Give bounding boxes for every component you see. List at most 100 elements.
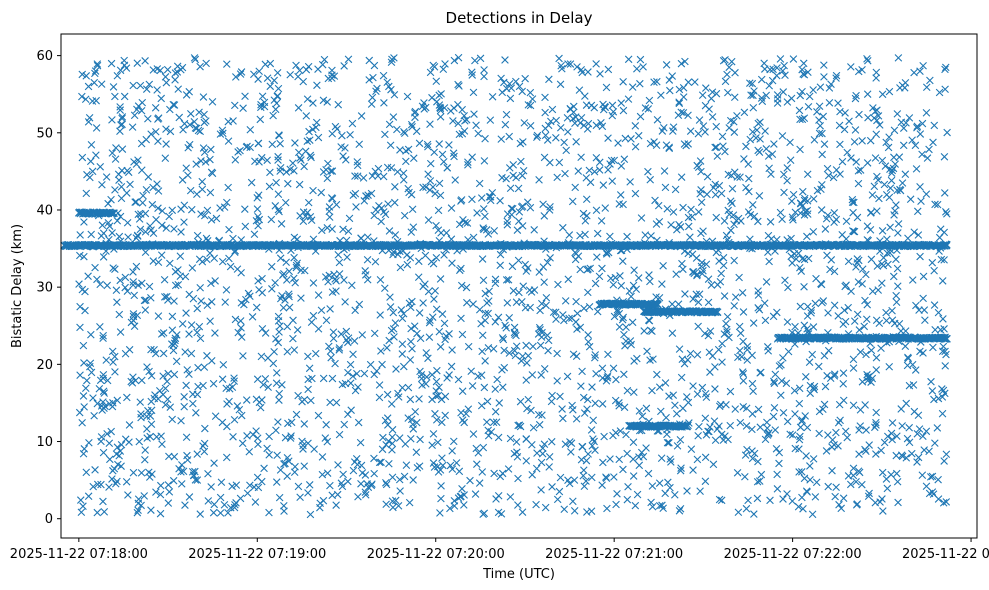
data-point-marker — [304, 489, 312, 497]
data-point-marker — [442, 229, 451, 237]
data-point-marker — [872, 130, 881, 139]
data-point-marker — [604, 65, 613, 74]
data-point-marker — [133, 508, 142, 517]
data-point-marker — [179, 125, 187, 134]
data-point-marker — [278, 292, 286, 300]
data-point-marker — [146, 412, 155, 420]
data-point-marker — [348, 281, 356, 290]
data-point-marker — [306, 136, 314, 144]
y-tick-label: 10 — [36, 435, 53, 450]
data-point-marker — [389, 113, 398, 121]
data-point-marker — [257, 153, 266, 162]
data-point-marker — [701, 128, 709, 136]
data-point-marker — [571, 183, 579, 192]
data-point-marker — [78, 70, 87, 79]
data-point-marker — [161, 154, 170, 162]
data-point-marker — [165, 212, 173, 221]
data-point-marker — [231, 500, 239, 509]
data-point-marker — [627, 292, 635, 301]
data-point-marker — [577, 382, 585, 390]
data-point-marker — [879, 507, 887, 515]
data-point-marker — [253, 434, 262, 442]
data-point-marker — [398, 383, 407, 392]
data-point-marker — [910, 407, 919, 416]
data-point-marker — [294, 104, 303, 112]
data-point-marker — [428, 395, 436, 404]
data-point-marker — [579, 393, 588, 402]
data-point-marker — [210, 254, 219, 263]
data-point-marker — [532, 500, 540, 509]
data-point-marker — [852, 91, 860, 100]
data-point-marker — [246, 125, 255, 134]
data-point-marker — [631, 142, 640, 151]
data-point-marker — [726, 421, 735, 430]
data-point-marker — [164, 481, 173, 489]
data-point-marker — [748, 447, 756, 455]
data-point-marker — [282, 258, 290, 267]
data-point-marker — [505, 132, 514, 141]
data-point-marker — [569, 102, 578, 111]
data-point-marker — [687, 445, 696, 453]
data-point-marker — [296, 154, 304, 162]
data-point-marker — [80, 403, 88, 411]
data-point-marker — [263, 74, 272, 82]
data-point-marker — [85, 114, 94, 122]
data-point-marker — [505, 164, 514, 172]
y-tick-label: 0 — [45, 512, 53, 527]
data-point-marker — [849, 464, 858, 473]
data-point-marker — [445, 141, 453, 149]
data-point-marker — [835, 400, 844, 409]
data-point-marker — [665, 439, 673, 447]
data-point-marker — [286, 70, 294, 79]
data-point-marker — [695, 422, 703, 431]
data-point-marker — [584, 450, 592, 458]
data-point-marker — [259, 380, 268, 389]
data-point-marker — [299, 217, 308, 226]
data-point-marker — [362, 192, 370, 200]
data-point-marker — [174, 280, 183, 289]
data-point-marker — [89, 482, 98, 491]
data-point-marker — [707, 281, 716, 289]
data-point-marker — [615, 401, 623, 410]
data-point-marker — [197, 297, 205, 305]
data-point-marker — [79, 449, 88, 458]
data-point-marker — [454, 119, 462, 128]
data-point-marker — [665, 143, 673, 152]
data-point-marker — [318, 226, 326, 235]
data-point-marker — [253, 194, 262, 202]
data-point-marker — [941, 63, 950, 72]
data-point-marker — [941, 362, 950, 370]
data-point-marker — [783, 490, 791, 498]
data-point-marker — [890, 153, 898, 162]
data-point-marker — [636, 79, 644, 88]
data-point-marker — [267, 215, 276, 224]
data-point-marker — [711, 363, 719, 371]
data-point-marker — [344, 368, 352, 377]
data-point-marker — [908, 136, 916, 144]
data-point-marker — [486, 192, 495, 201]
data-point-marker — [471, 56, 479, 65]
data-point-marker — [694, 298, 703, 306]
data-point-marker — [636, 112, 645, 121]
data-point-marker — [691, 78, 699, 86]
data-point-marker — [604, 248, 613, 257]
data-point-marker — [748, 79, 757, 88]
data-point-marker — [183, 366, 192, 374]
data-point-marker — [512, 173, 520, 182]
data-point-marker — [856, 348, 865, 356]
data-point-marker — [325, 342, 333, 351]
data-point-marker — [138, 98, 147, 107]
data-point-marker — [339, 470, 347, 479]
data-point-marker — [844, 472, 853, 480]
data-point-marker — [809, 195, 818, 203]
data-point-marker — [327, 353, 335, 362]
data-point-marker — [105, 222, 114, 230]
data-point-marker — [108, 229, 116, 237]
data-point-marker — [706, 423, 714, 431]
data-point-marker — [461, 117, 469, 125]
data-point-marker — [406, 395, 415, 404]
data-point-marker — [426, 120, 434, 128]
data-point-marker — [434, 206, 443, 215]
data-point-marker — [87, 330, 95, 339]
data-point-marker — [308, 374, 316, 383]
